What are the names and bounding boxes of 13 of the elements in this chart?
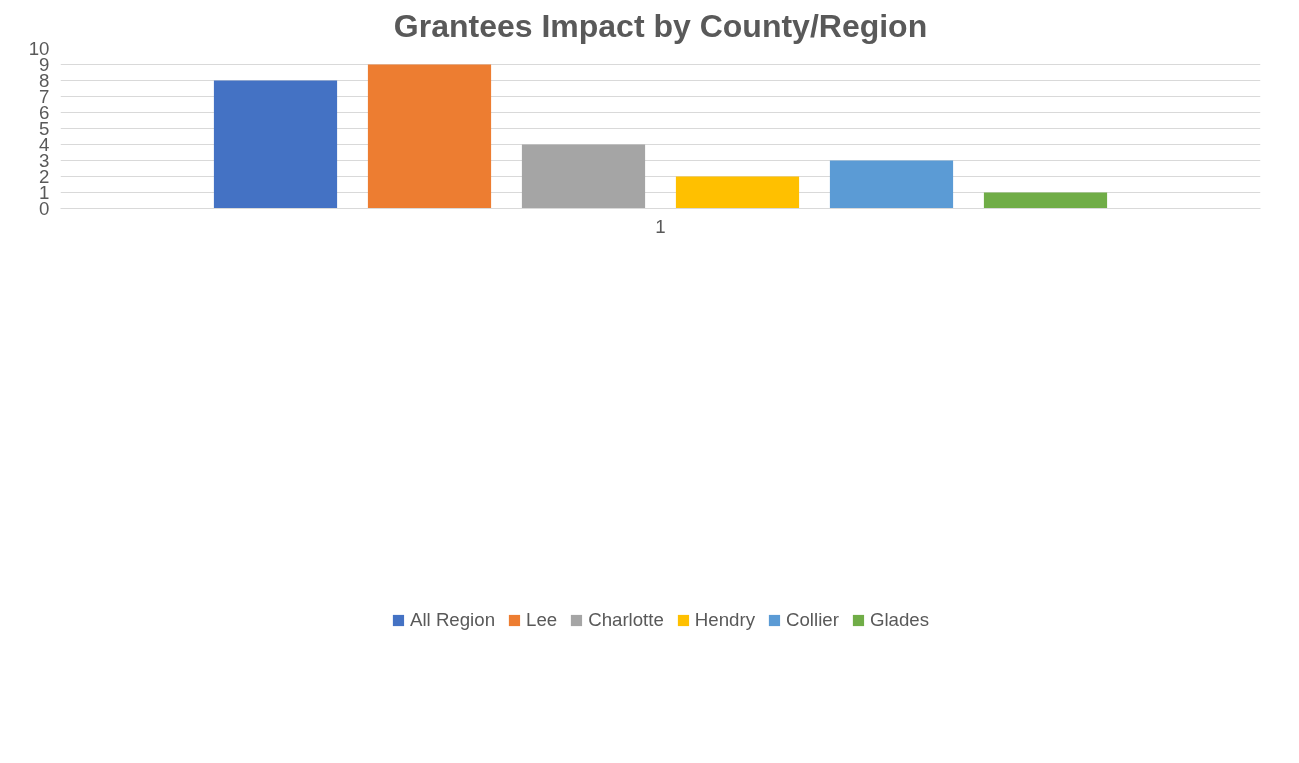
bar bbox=[367, 64, 492, 209]
bar bbox=[983, 192, 1108, 209]
legend-label: Glades bbox=[869, 608, 930, 631]
legend-label: All Region bbox=[409, 608, 496, 631]
chart-title: Grantees Impact by County/Region bbox=[393, 7, 928, 44]
legend-label: Collier bbox=[786, 608, 839, 631]
bar bbox=[213, 80, 338, 209]
legend-label: Hendry bbox=[694, 608, 756, 631]
bar bbox=[521, 144, 646, 209]
bar bbox=[675, 176, 800, 209]
bar bbox=[829, 160, 954, 209]
legend-label: Lee bbox=[526, 608, 558, 631]
legend-label: Charlotte bbox=[588, 608, 664, 631]
